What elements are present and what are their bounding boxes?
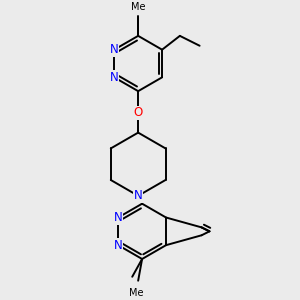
Text: N: N: [110, 43, 118, 56]
Text: N: N: [114, 239, 122, 252]
Text: N: N: [110, 71, 118, 84]
Text: N: N: [114, 211, 122, 224]
Text: N: N: [134, 189, 142, 202]
Text: Me: Me: [131, 2, 146, 12]
Text: O: O: [134, 106, 143, 119]
Text: Me: Me: [129, 288, 143, 298]
